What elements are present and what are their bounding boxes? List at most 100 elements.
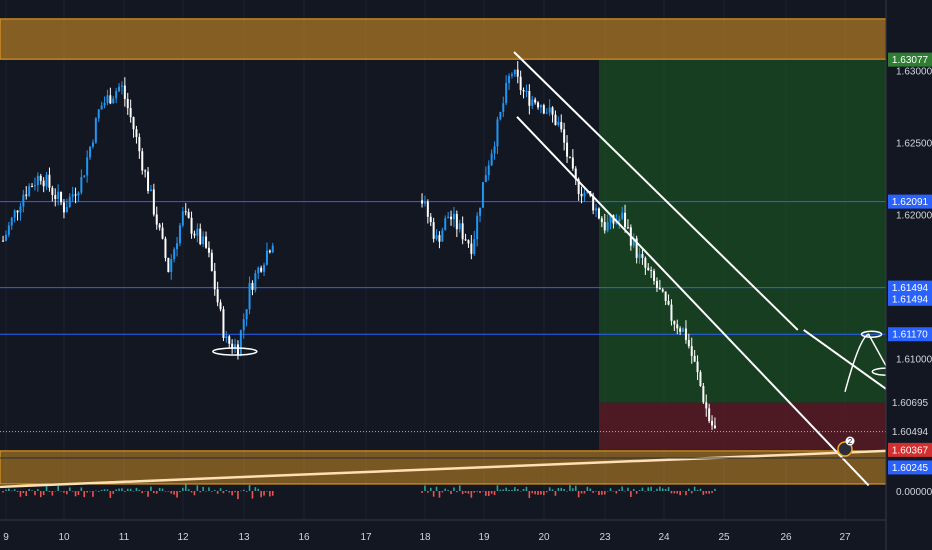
event-count: 2 [848, 437, 853, 446]
highlight-ellipse[interactable] [212, 347, 258, 356]
channel-upper-line[interactable] [513, 51, 799, 331]
candle-body [97, 109, 100, 119]
oscillator-bar [661, 488, 664, 491]
candle-body [551, 107, 554, 115]
event-flag-icon[interactable] [837, 441, 853, 457]
time-tick-label: 23 [599, 532, 611, 543]
candle-body [115, 91, 118, 99]
long-position-tool[interactable] [599, 59, 886, 450]
channel-extension-line[interactable] [803, 329, 899, 399]
channel-lower-line[interactable] [516, 116, 870, 487]
oscillator-bar [106, 489, 109, 491]
event-count-badge [845, 436, 855, 446]
candle-body [19, 206, 22, 213]
oscillator-bar [485, 491, 487, 496]
oscillator-bar [164, 491, 167, 492]
oscillator-bar [193, 491, 196, 496]
candle-body [479, 207, 482, 216]
candle-body [141, 151, 144, 171]
candle-body [650, 270, 653, 272]
candle-body [181, 211, 184, 226]
oscillator-bar [271, 491, 274, 496]
oscillator-bar [257, 488, 260, 491]
candle-body [548, 107, 551, 113]
candle-body [123, 85, 126, 99]
oscillator-bar [13, 489, 16, 491]
price-tag-box [888, 395, 932, 410]
price-tag-box [888, 52, 932, 67]
price-tag-label: 1.60367 [892, 445, 929, 456]
candle-body [77, 192, 80, 196]
candle-body [566, 142, 569, 157]
oscillator-bar [150, 486, 152, 491]
candle-body [473, 239, 476, 254]
economic-event-marker[interactable]: 2 [837, 436, 855, 457]
oscillator-bar [42, 491, 45, 496]
oscillator-bar [103, 489, 106, 491]
oscillator-bar [48, 491, 51, 492]
time-tick-label: 26 [780, 532, 792, 543]
time-tick-label: 25 [718, 532, 730, 543]
time-tick-label: 9 [3, 532, 9, 543]
price-tag-label: 1.61494 [892, 294, 929, 305]
price-tag: 1.62091 [888, 194, 932, 209]
candle-body [690, 346, 693, 356]
candle-body [138, 137, 141, 152]
candle-body [176, 243, 179, 250]
oscillator-bar [202, 486, 204, 491]
candle-body [516, 69, 519, 77]
candle-body [429, 216, 432, 223]
candle-body [432, 222, 435, 239]
oscillator-bar [153, 491, 155, 494]
oscillator-bar [603, 491, 606, 495]
oscillator-bar [80, 487, 83, 491]
ascending-trendline[interactable] [0, 449, 887, 489]
candle-body [647, 267, 650, 271]
price-tag-label: 1.60695 [892, 398, 929, 409]
oscillator-bar [112, 491, 115, 494]
candle-body [624, 212, 627, 228]
oscillator-bar [612, 491, 615, 492]
candle-body [16, 210, 19, 213]
target-zone[interactable] [599, 59, 886, 403]
candle-body [239, 330, 242, 356]
candle-body [234, 344, 237, 349]
oscillator-bar [609, 488, 612, 491]
candle-body [57, 191, 60, 199]
oscillator-bar [656, 488, 658, 491]
oscillator-bar [653, 491, 655, 492]
oscillator-bar [670, 491, 673, 494]
candle-body [251, 282, 254, 290]
candle-body [531, 99, 534, 106]
candle-body [155, 214, 158, 225]
candle-body [664, 291, 667, 302]
candle-body [36, 175, 39, 186]
candle-body [22, 194, 25, 207]
candle-body [149, 189, 152, 192]
horizontal-levels [0, 201, 886, 433]
oscillator-bar [505, 487, 507, 491]
oscillator-bar [586, 486, 589, 491]
oscillator-bar [167, 491, 170, 492]
candle-body [574, 168, 577, 180]
oscillator-bar [77, 491, 80, 496]
price-tag-box [888, 327, 932, 342]
oscillator-bar [714, 488, 716, 491]
oscillator-bar [508, 489, 510, 491]
candle-body [444, 218, 447, 231]
stop-zone[interactable] [599, 402, 886, 450]
candles-layer [2, 61, 716, 430]
oscillator-bar [39, 491, 42, 498]
candle-body [481, 182, 484, 208]
oscillator-bar [211, 491, 213, 492]
candle-body [94, 118, 97, 143]
highlight-ellipse[interactable] [860, 330, 883, 338]
price-tag: 1.60367 [888, 442, 932, 457]
oscillator-bar [5, 489, 7, 491]
candle-body [225, 336, 228, 339]
candle-body [711, 420, 714, 426]
time-tick-label: 12 [177, 532, 189, 543]
candle-body [65, 206, 68, 213]
candle-body [167, 257, 170, 272]
